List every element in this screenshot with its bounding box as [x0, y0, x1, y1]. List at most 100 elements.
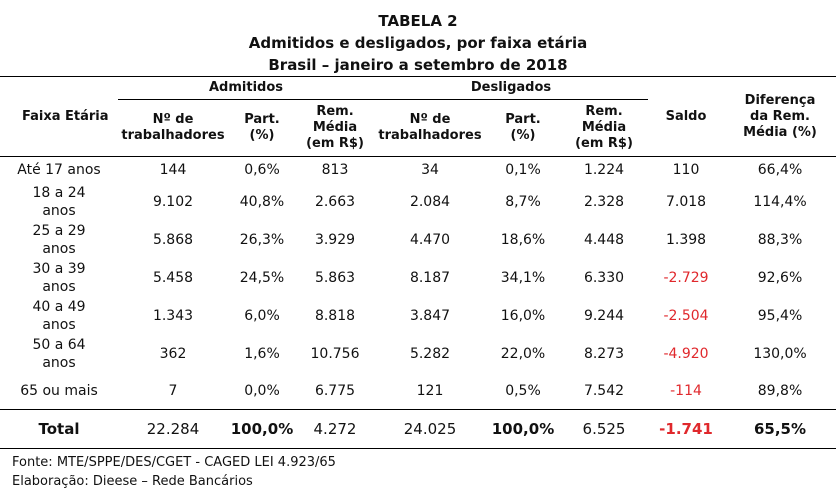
cell-des-part: 34,1%	[500, 270, 546, 286]
cell-des-num: 3.847	[409, 308, 451, 324]
total-des-rem: 6.525	[560, 409, 649, 449]
row-faixa-etaria: Até 17 anos	[17, 162, 101, 178]
row-faixa-etaria: 40 a 49 anos	[32, 299, 86, 333]
cell-adm-part: 40,8%	[239, 194, 285, 210]
total-des-num: 24.025	[374, 409, 486, 449]
cell-des-rem: 7.542	[583, 383, 625, 399]
col-adm-rem: Rem. Média (em R$)	[306, 104, 364, 151]
cell-adm-num: 362	[159, 346, 187, 362]
cell-des-num: 2.084	[409, 194, 451, 210]
total-diferenca: 65,5%	[724, 409, 836, 449]
cell-adm-part: 6,0%	[244, 308, 280, 324]
total-adm-num: 22.284	[118, 409, 228, 449]
cell-diferenca: 114,4%	[753, 194, 807, 210]
cell-adm-num: 5.458	[152, 270, 194, 286]
table-title: Admitidos e desligados, por faixa etária	[248, 34, 588, 52]
col-des-part: Part. (%)	[505, 112, 541, 143]
cell-adm-num: 9.102	[152, 194, 194, 210]
cell-des-part: 22,0%	[500, 346, 546, 362]
cell-des-part: 0,1%	[505, 162, 541, 178]
cell-diferenca: 66,4%	[757, 162, 803, 178]
col-diferenca: Diferença da Rem. Média (%)	[724, 76, 836, 157]
credit-note: Elaboração: Dieese – Rede Bancários	[12, 474, 253, 489]
source-note: Fonte: MTE/SPPE/DES/CGET - CAGED LEI 4.9…	[12, 455, 336, 470]
cell-adm-part: 1,6%	[244, 346, 280, 362]
cell-adm-rem: 5.863	[314, 270, 356, 286]
col-adm-num: Nº de trabalhadores	[121, 112, 225, 143]
col-diferenca-line1: Diferença	[744, 92, 816, 108]
cell-diferenca: 92,6%	[757, 270, 803, 286]
cell-des-part: 8,7%	[505, 194, 541, 210]
cell-diferenca: 88,3%	[757, 232, 803, 248]
cell-des-part: 16,0%	[500, 308, 546, 324]
cell-adm-part: 0,0%	[244, 383, 280, 399]
cell-des-rem: 4.448	[583, 232, 625, 248]
group-header-row: Faixa Etária Admitidos Desligados Saldo …	[0, 76, 836, 157]
cell-diferenca: 89,8%	[757, 383, 803, 399]
cell-des-rem: 1.224	[583, 162, 625, 178]
row-faixa-etaria: 65 ou mais	[20, 383, 98, 399]
cell-des-num: 5.282	[409, 346, 451, 362]
row-faixa-etaria: 30 a 39 anos	[32, 261, 86, 295]
table-footer: Fonte: MTE/SPPE/DES/CGET - CAGED LEI 4.9…	[0, 449, 836, 491]
cell-des-num: 8.187	[409, 270, 451, 286]
cell-adm-rem: 2.663	[314, 194, 356, 210]
cell-adm-part: 24,5%	[239, 270, 285, 286]
col-des-num: Nº de trabalhadores	[378, 112, 482, 143]
cell-adm-rem: 6.775	[314, 383, 356, 399]
cell-adm-num: 7	[168, 383, 178, 399]
cell-des-num: 34	[421, 162, 439, 178]
total-row: Total 22.284 100,0% 4.272 24.025 100,0% …	[0, 409, 836, 449]
cell-des-part: 18,6%	[500, 232, 546, 248]
column-header-row: Nº de trabalhadores Part. (%) Rem. Média (em…	[0, 100, 836, 157]
cell-adm-num: 1.343	[152, 308, 194, 324]
col-adm-part: Part. (%)	[244, 112, 280, 143]
table-body: Até 17 anos 144 0,6% 813 34 0,1% 1.224 110 66,4%…	[0, 157, 836, 410]
row-faixa-etaria: 25 a 29 anos	[32, 223, 86, 257]
cell-saldo: -114	[670, 383, 702, 399]
table-row: 30 a 39 anos 5.458 24,5% 5.863 8.187 34,1% 6.33…	[0, 259, 836, 297]
table-row: 18 a 24 anos 9.102 40,8% 2.663 2.084 8,7% 2.328…	[0, 183, 836, 221]
table-row: 65 ou mais 7 0,0% 6.775 121 0,5% 7.542 -114 89,8…	[0, 373, 836, 410]
cell-saldo: -4.920	[663, 346, 709, 362]
cell-saldo: -2.504	[663, 308, 709, 324]
cell-adm-part: 0,6%	[244, 162, 280, 178]
col-diferenca-line3: Média (%)	[743, 124, 817, 140]
cell-des-part: 0,5%	[505, 383, 541, 399]
row-faixa-etaria: 50 a 64 anos	[32, 337, 86, 371]
total-label: Total	[0, 409, 118, 449]
col-des-rem: Rem. Média (em R$)	[575, 104, 633, 151]
col-faixa-etaria: Faixa Etária	[0, 76, 118, 157]
data-table: Faixa Etária Admitidos Desligados Saldo …	[0, 76, 836, 449]
total-adm-part: 100,0%	[228, 409, 296, 449]
cell-des-rem: 9.244	[583, 308, 625, 324]
cell-adm-part: 26,3%	[239, 232, 285, 248]
row-faixa-etaria: 18 a 24 anos	[32, 185, 86, 219]
cell-des-num: 4.470	[409, 232, 451, 248]
cell-des-rem: 6.330	[583, 270, 625, 286]
table-row: 40 a 49 anos 1.343 6,0% 8.818 3.847 16,0% 9.244…	[0, 297, 836, 335]
cell-des-num: 121	[416, 383, 444, 399]
table-row: Até 17 anos 144 0,6% 813 34 0,1% 1.224 110 66,4%	[0, 157, 836, 184]
total-des-part: 100,0%	[486, 409, 560, 449]
cell-saldo: 110	[672, 162, 700, 178]
cell-des-rem: 2.328	[583, 194, 625, 210]
cell-saldo: 7.018	[665, 194, 707, 210]
cell-diferenca: 130,0%	[753, 346, 807, 362]
col-diferenca-line2: da Rem.	[750, 108, 810, 124]
table-row: 50 a 64 anos 362 1,6% 10.756 5.282 22,0% 8.273 -…	[0, 335, 836, 373]
table-number: TABELA 2	[378, 12, 458, 30]
group-admitidos: Admitidos	[118, 76, 374, 100]
table-row: 25 a 29 anos 5.868 26,3% 3.929 4.470 18,6% 4.44…	[0, 221, 836, 259]
total-adm-rem: 4.272	[296, 409, 374, 449]
table-title-block: TABELA 2 Admitidos e desligados, por fai…	[0, 0, 836, 76]
group-desligados: Desligados	[374, 76, 649, 100]
cell-adm-rem: 813	[321, 162, 349, 178]
cell-des-rem: 8.273	[583, 346, 625, 362]
total-saldo: -1.741	[648, 409, 725, 449]
cell-saldo: 1.398	[665, 232, 707, 248]
cell-adm-num: 144	[159, 162, 187, 178]
cell-adm-num: 5.868	[152, 232, 194, 248]
cell-adm-rem: 10.756	[310, 346, 360, 362]
cell-adm-rem: 8.818	[314, 308, 356, 324]
